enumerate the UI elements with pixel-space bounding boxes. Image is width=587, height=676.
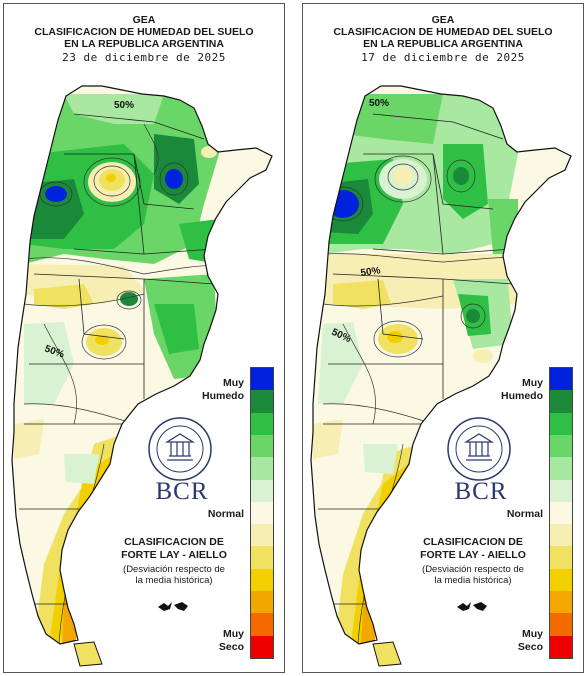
legend-bottom-label: Muy Seco	[517, 628, 543, 653]
header-subtitle-2: EN LA REPUBLICA ARGENTINA	[363, 38, 523, 50]
legend-swatch	[550, 457, 572, 481]
legend-swatch	[251, 457, 273, 481]
legend-swatch	[550, 546, 572, 570]
legend-swatch	[550, 568, 572, 592]
header-subtitle: CLASIFICACION DE HUMEDAD DEL SUELO	[34, 26, 254, 38]
legend-swatch	[251, 390, 273, 414]
legend-middle-label: Normal	[207, 508, 244, 520]
legend-swatch	[550, 501, 572, 525]
contour-label: 50%	[114, 100, 134, 111]
malvinas-islands	[457, 602, 487, 611]
header-subtitle-2: EN LA REPUBLICA ARGENTINA	[64, 38, 224, 50]
legend-swatch	[550, 635, 572, 659]
legend-swatch	[251, 501, 273, 525]
bcr-logo-text: BCR	[454, 478, 508, 505]
legend-middle-label: Normal	[506, 508, 543, 520]
legend-swatch	[251, 568, 273, 592]
legend-swatch	[550, 390, 572, 414]
legend-swatch	[550, 434, 572, 458]
classification-note: (Desviación respecto de la media históri…	[123, 564, 225, 586]
legend-swatch	[251, 412, 273, 436]
legend-swatch	[251, 479, 273, 503]
map-date: 23 de diciembre de 2025	[62, 51, 226, 64]
tierra-del-fuego	[73, 641, 103, 667]
bcr-logo-text: BCR	[155, 478, 209, 505]
legend-swatch	[550, 613, 572, 637]
soil-moisture-map: 50% 50%	[11, 85, 273, 667]
country-outline	[310, 85, 572, 645]
soil-moisture-map: 50% 50% 50%	[310, 85, 572, 667]
contour-label: 50%	[369, 98, 389, 109]
legend-swatch	[251, 434, 273, 458]
classification-title: CLASIFICACION DE FORTE LAY - AIELLO	[420, 536, 526, 561]
classification-title: CLASIFICACION DE FORTE LAY - AIELLO	[121, 536, 227, 561]
country-outline	[11, 85, 273, 645]
malvinas-islands	[158, 602, 188, 611]
map-panel-dec-23: 50% 50% GEA CLASIFICACION DE HUMEDAD DEL…	[3, 3, 285, 673]
legend-swatch	[550, 368, 572, 391]
legend-swatch	[251, 524, 273, 547]
legend-swatch	[251, 613, 273, 637]
tierra-del-fuego	[372, 641, 402, 667]
map-date: 17 de diciembre de 2025	[361, 51, 525, 64]
header-title: GEA	[431, 14, 455, 26]
legend-bottom-label: Muy Seco	[218, 628, 244, 653]
province-borders	[19, 113, 215, 605]
legend-swatch	[251, 591, 273, 614]
legend-swatch	[550, 524, 572, 547]
legend-swatch	[550, 412, 572, 436]
bcr-seal-logo	[447, 417, 511, 481]
classification-note: (Desviación respecto de la media históri…	[422, 564, 524, 586]
header-subtitle: CLASIFICACION DE HUMEDAD DEL SUELO	[333, 26, 553, 38]
color-legend	[549, 367, 573, 659]
header-title: GEA	[132, 14, 156, 26]
legend-top-label: Muy Humedo	[501, 377, 543, 402]
bcr-seal-logo	[148, 417, 212, 481]
color-legend	[250, 367, 274, 659]
legend-swatch	[251, 635, 273, 659]
legend-top-label: Muy Humedo	[202, 377, 244, 402]
legend-swatch	[550, 479, 572, 503]
legend-swatch	[550, 591, 572, 614]
legend-swatch	[251, 368, 273, 391]
legend-swatch	[251, 546, 273, 570]
map-panel-dec-17: 50% 50% 50% GEA CLASIFICACION DE HUMEDAD…	[302, 3, 584, 673]
contour-label: 50%	[360, 265, 381, 279]
